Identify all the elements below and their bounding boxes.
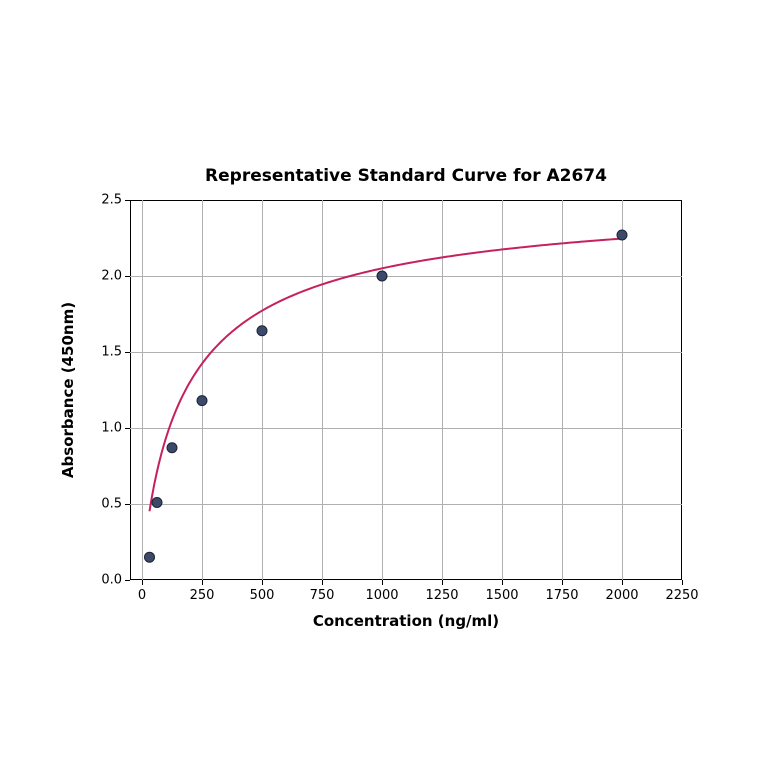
data-point xyxy=(377,271,387,281)
data-point xyxy=(167,443,177,453)
data-point xyxy=(257,326,267,336)
data-point xyxy=(145,552,155,562)
plot-svg xyxy=(0,0,764,764)
data-point xyxy=(197,396,207,406)
data-point xyxy=(152,497,162,507)
data-point xyxy=(617,230,627,240)
